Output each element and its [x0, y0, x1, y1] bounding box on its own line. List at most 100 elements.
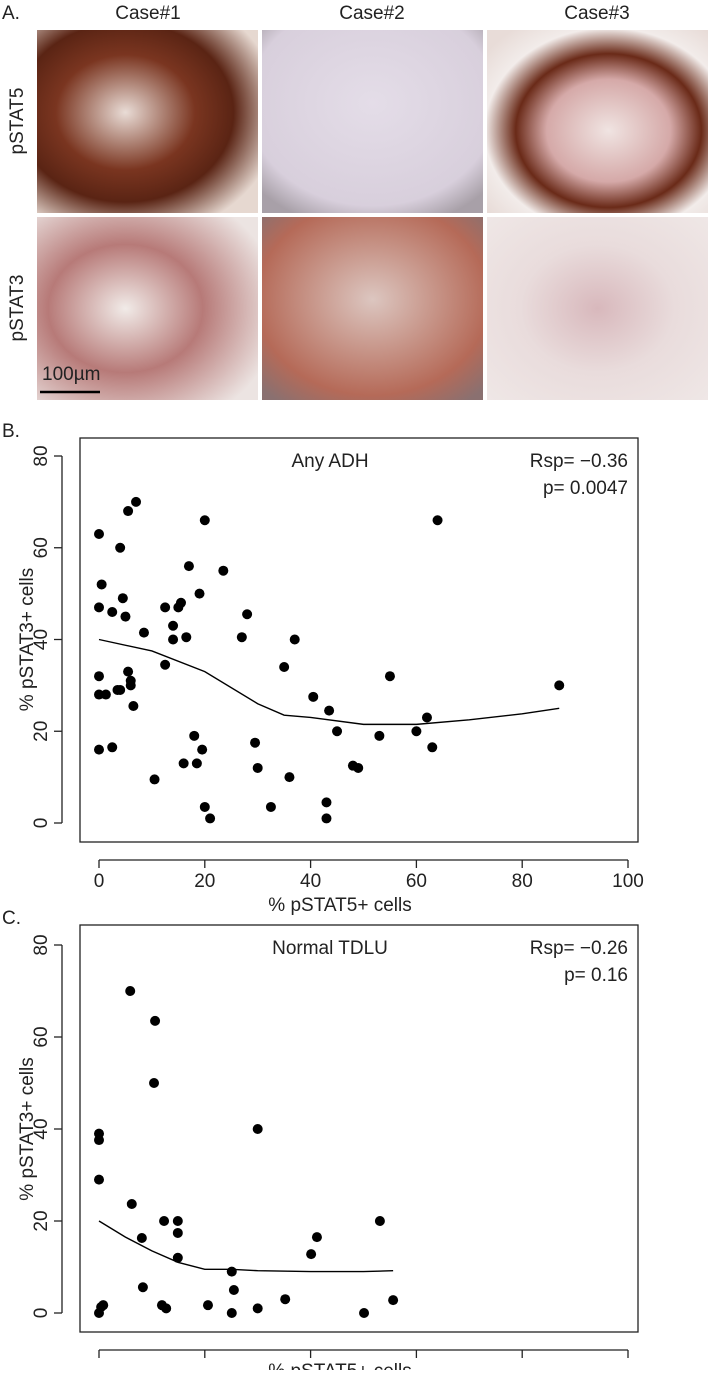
data-point — [175, 597, 186, 608]
scale-bar-label: 100µm — [42, 364, 100, 385]
row-label: pSTAT3 — [7, 275, 28, 342]
data-point — [126, 1198, 137, 1209]
data-point — [321, 813, 332, 824]
data-point — [112, 684, 123, 695]
data-point — [123, 666, 134, 677]
data-point — [125, 986, 136, 996]
data-point — [411, 726, 422, 737]
fit-line — [98, 638, 560, 726]
data-point — [205, 813, 216, 824]
data-point — [178, 758, 189, 769]
plot-frame — [79, 437, 639, 843]
x-tick-label: 20 — [194, 871, 215, 892]
data-point — [160, 659, 171, 670]
data-point — [236, 632, 247, 643]
y-axis-label: % pSTAT3+ cells — [17, 568, 38, 711]
data-point — [172, 1227, 183, 1238]
row-label: pSTAT5 — [7, 88, 28, 155]
data-point — [94, 689, 104, 700]
data-point — [252, 1124, 263, 1134]
x-tick-label: 0 — [94, 871, 105, 892]
y-tick-label: 40 — [31, 629, 52, 650]
data-point — [374, 730, 385, 741]
data-point — [421, 712, 432, 723]
data-point — [136, 1233, 147, 1244]
data-point — [218, 565, 229, 576]
data-point — [123, 506, 134, 517]
fit-line — [98, 1220, 394, 1273]
data-point — [332, 726, 343, 737]
data-point — [94, 671, 104, 682]
data-point — [279, 662, 290, 673]
x-tick-label: 80 — [512, 871, 533, 892]
data-point — [161, 1303, 172, 1314]
data-point — [100, 689, 111, 700]
plot-frame — [79, 924, 639, 1333]
y-tick-label: 60 — [31, 537, 52, 558]
micrograph — [487, 30, 708, 213]
data-point — [137, 1282, 148, 1293]
data-point — [226, 1266, 237, 1277]
data-point — [128, 701, 139, 712]
data-point — [252, 1303, 263, 1314]
data-point — [191, 758, 202, 769]
data-point — [265, 801, 276, 812]
plot-title: Any ADH — [291, 451, 368, 472]
plot-title: Normal TDLU — [272, 938, 388, 959]
data-point — [427, 742, 438, 753]
micrograph — [37, 217, 258, 400]
y-tick-label: 0 — [31, 1308, 52, 1319]
data-point — [160, 602, 171, 613]
panel-label: A. — [2, 3, 20, 24]
annotation: p= 0.0047 — [543, 478, 628, 499]
data-point — [94, 528, 104, 539]
data-point — [94, 1135, 104, 1146]
data-point — [226, 1308, 237, 1318]
annotation: Rsp= −0.36 — [530, 451, 628, 472]
data-point — [94, 744, 104, 755]
data-point — [289, 634, 300, 645]
data-point — [252, 762, 263, 773]
x-tick-label: 60 — [406, 871, 427, 892]
column-label: Case#1 — [115, 3, 181, 24]
x-tick-label: 40 — [300, 871, 321, 892]
data-point — [197, 744, 208, 755]
panel-label: C. — [2, 908, 21, 929]
data-point — [149, 774, 160, 785]
y-tick-label: 40 — [31, 1118, 52, 1139]
data-point — [117, 593, 128, 604]
data-point — [384, 671, 395, 682]
x-axis-label: % pSTAT5+ cells — [268, 895, 411, 916]
micrograph — [262, 217, 483, 400]
data-point — [311, 1232, 322, 1243]
data-point — [324, 705, 335, 716]
data-point — [125, 680, 136, 691]
data-point — [172, 1216, 183, 1226]
y-tick-label: 80 — [31, 445, 52, 466]
y-tick-label: 0 — [31, 818, 52, 829]
column-label: Case#2 — [339, 3, 405, 24]
data-point — [183, 561, 194, 572]
data-point — [189, 730, 200, 741]
micrograph — [262, 30, 483, 213]
data-point — [194, 588, 205, 599]
data-point — [107, 742, 118, 753]
data-point — [115, 542, 126, 553]
data-point — [280, 1294, 291, 1305]
micrograph — [37, 30, 258, 213]
annotation: p= 0.16 — [564, 965, 628, 986]
data-point — [120, 611, 131, 622]
data-point — [374, 1216, 385, 1226]
data-point — [168, 634, 179, 645]
data-point — [202, 1300, 213, 1311]
micrograph — [487, 217, 708, 400]
data-point — [150, 1015, 161, 1026]
data-point — [228, 1285, 239, 1295]
data-point — [159, 1216, 170, 1226]
data-point — [432, 515, 443, 526]
data-point — [149, 1078, 160, 1088]
data-point — [131, 496, 142, 507]
data-point — [96, 579, 107, 590]
y-tick-label: 80 — [31, 934, 52, 955]
